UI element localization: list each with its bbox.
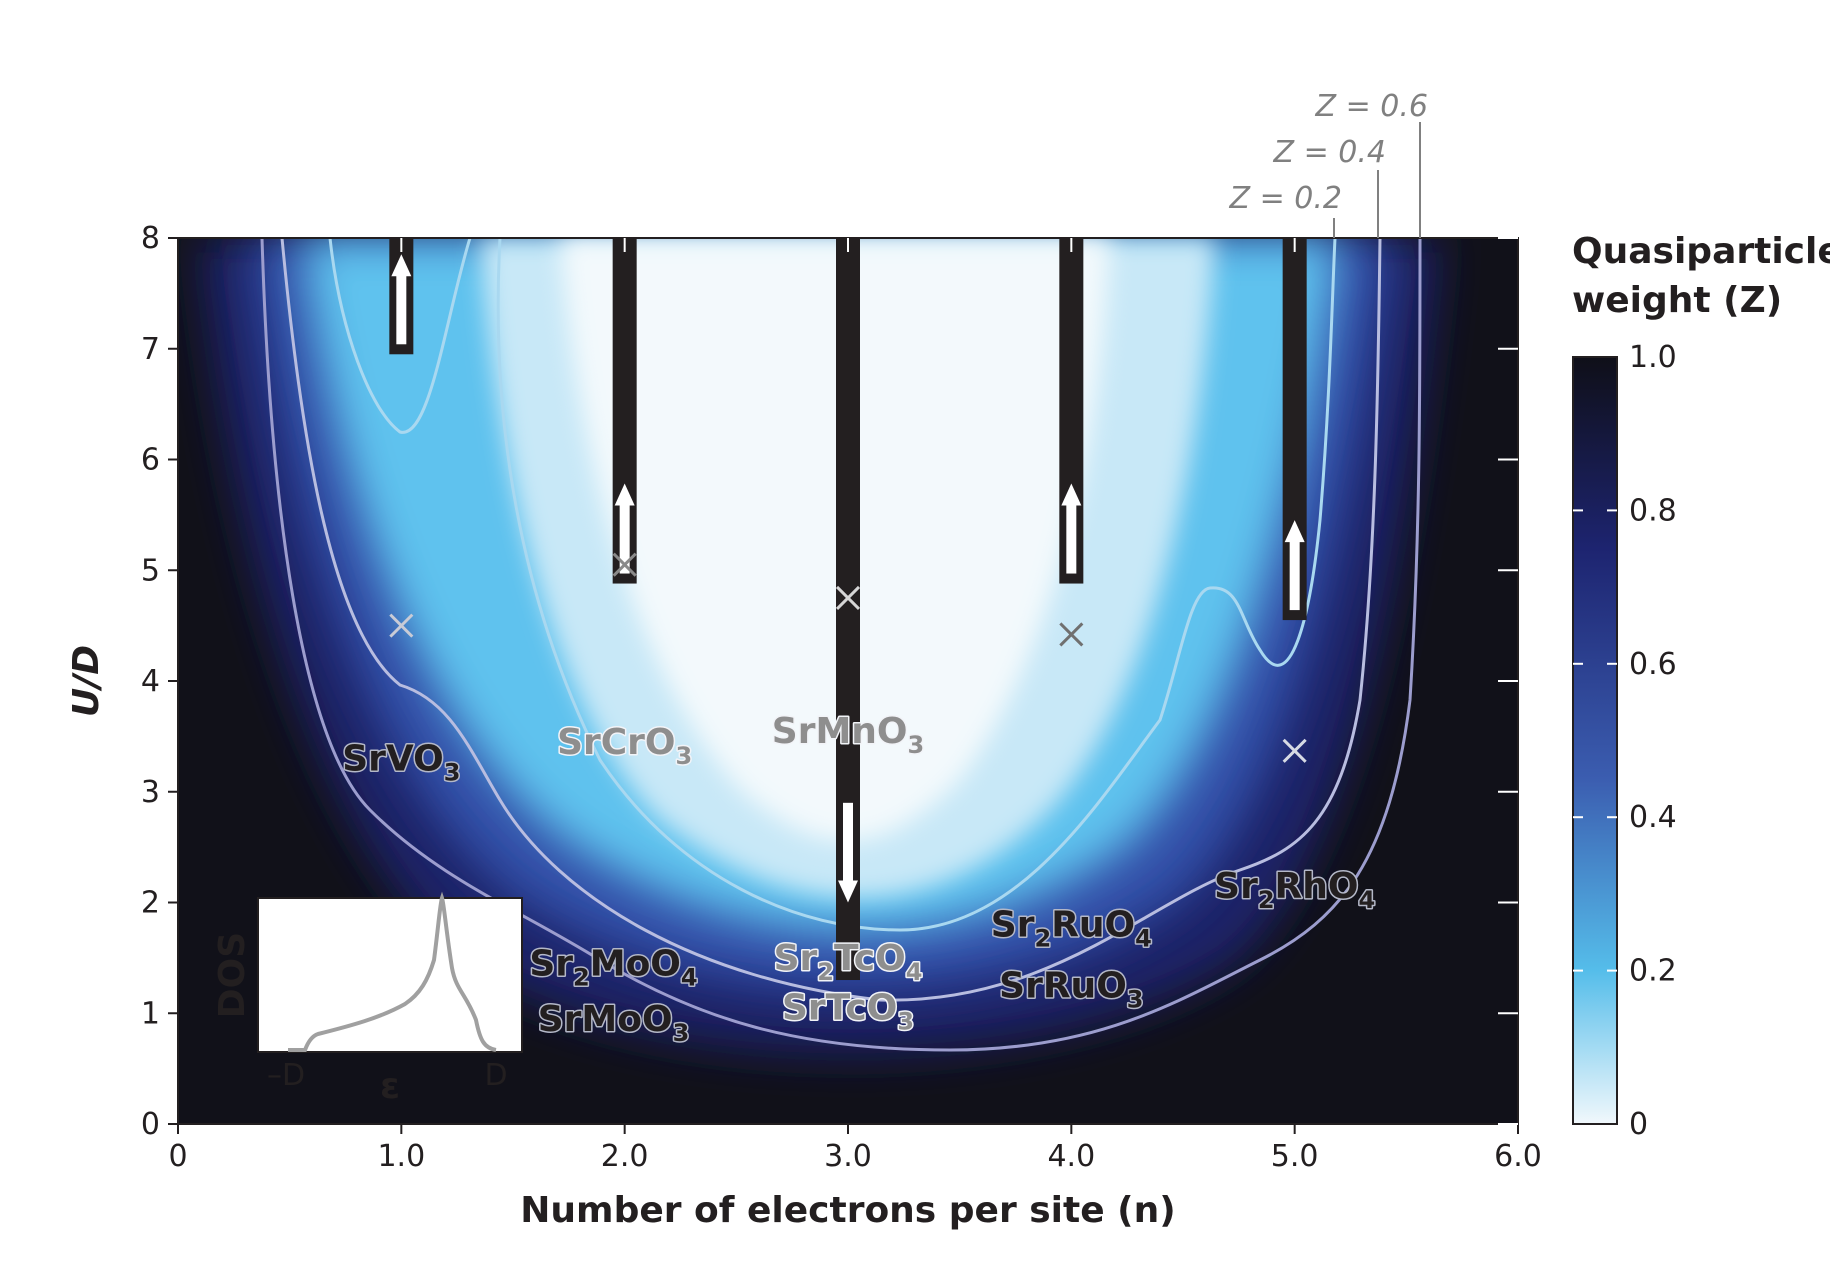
- colorbar-tick-label: 1.0: [1629, 340, 1677, 375]
- y-ticks: 0 1 2 3 4 5 6 7 8: [141, 221, 1518, 1142]
- colorbar: Quasiparticle weight (Z) 0 0.2 0.4 0.6 0.8 1.…: [1572, 231, 1830, 1142]
- material-label-Sr2RuO4: Sr2RuO4: [991, 905, 1152, 953]
- x-marker: [1282, 738, 1307, 763]
- inset-dos-curve: [288, 891, 497, 1052]
- material-label-SrRuO3: SrRuO3: [999, 966, 1143, 1014]
- y-tick-label: 8: [141, 221, 160, 256]
- colorbar-tick-label: 0.6: [1629, 647, 1677, 682]
- colorbar-tick-label: 0: [1629, 1107, 1648, 1142]
- contour-label-z-0.2: Z = 0.2: [1229, 181, 1342, 216]
- contour-label-z-0.6: Z = 0.6: [1315, 89, 1428, 124]
- arrow-up-icon: [614, 483, 635, 506]
- inset-tick-d: D: [484, 1058, 507, 1093]
- y-tick-label: 2: [141, 886, 160, 921]
- x-tick-label: 1.0: [377, 1139, 425, 1174]
- contour-z-0.2: [328, 238, 1337, 932]
- y-tick-label: 0: [141, 1107, 160, 1142]
- y-axis-label: U/D: [66, 645, 107, 717]
- y-tick-label: 7: [141, 332, 160, 367]
- contour-z-0.4: [280, 238, 1382, 1002]
- colorbar-tick-label: 0.4: [1629, 800, 1677, 835]
- x-marker: [835, 585, 861, 610]
- y-tick-label: 5: [141, 553, 160, 588]
- x-marker: [389, 613, 414, 638]
- x-tick-label: 4.0: [1047, 1139, 1095, 1174]
- colorbar-ticks: 0 0.2 0.4 0.6 0.8 1.0: [1573, 340, 1677, 1142]
- materials-layer: SrVO3 SrCrO3 SrMnO3 Sr2MoO4 SrMoO3 Sr2TcO4SrT…: [341, 709, 1377, 1048]
- arrow-up-icon: [391, 254, 412, 277]
- material-label-SrCrO3: SrCrO3: [557, 722, 692, 770]
- arrow-down-icon: [838, 880, 858, 903]
- inset-xlabel: ε: [380, 1066, 400, 1107]
- arrow-up-icon: [1284, 520, 1305, 543]
- colorbar-title-line1: Quasiparticle: [1572, 231, 1830, 272]
- x-axis-label: Number of electrons per site (n): [520, 1190, 1175, 1231]
- contour-z-0.6: [260, 238, 1422, 1052]
- contour-labels: Z = 0.2 Z = 0.4 Z = 0.6: [1229, 89, 1428, 238]
- x-tick-label: 2.0: [601, 1139, 649, 1174]
- markers-layer: [389, 552, 1307, 763]
- arrow-shaft: [1066, 501, 1077, 574]
- material-label-Sr2MoO4: Sr2MoO4: [529, 943, 697, 991]
- y-tick-label: 6: [141, 443, 160, 478]
- y-tick-label: 1: [141, 996, 160, 1031]
- inset-ylabel: DOS: [212, 932, 253, 1018]
- material-label-Sr2RhO4: Sr2RhO4: [1214, 866, 1375, 914]
- x-ticks: 0 1.0 2.0 3.0 4.0 5.0 6.0: [168, 1124, 1542, 1174]
- colorbar-bar: [1572, 356, 1618, 1125]
- x-tick-label: 3.0: [824, 1139, 872, 1174]
- material-label-SrMoO3: SrMoO3: [538, 999, 690, 1047]
- bars-layer: [389, 238, 1307, 981]
- inset-tick-minus-d: –D: [267, 1058, 305, 1093]
- y-tick-label: 4: [141, 664, 160, 699]
- contours: [260, 238, 1422, 1052]
- y-tick-label: 3: [141, 775, 160, 810]
- x-marker: [1059, 622, 1084, 647]
- x-tick-label: 5.0: [1271, 1139, 1319, 1174]
- material-label-Sr2TcO4: Sr2TcO4: [774, 938, 923, 986]
- contour-label-z-0.4: Z = 0.4: [1273, 135, 1386, 170]
- dos-inset: DOS –D D ε: [212, 891, 523, 1107]
- colorbar-tick-label: 0.2: [1629, 954, 1677, 989]
- heatmap-band-white: [560, 238, 1110, 842]
- inset-frame: [257, 897, 523, 1053]
- x-tick-label: 0: [168, 1139, 187, 1174]
- x-marker: [612, 552, 637, 577]
- colorbar-title-line2: weight (Z): [1572, 280, 1782, 321]
- arrow-up-icon: [1061, 483, 1082, 506]
- material-label-SrTcO3: SrTcO3: [782, 988, 914, 1036]
- material-label-SrMnO3: SrMnO3: [772, 711, 924, 759]
- arrow-shaft: [619, 501, 630, 574]
- arrow-shaft: [396, 272, 407, 345]
- arrow-shaft: [843, 802, 853, 883]
- x-tick-label: 6.0: [1494, 1139, 1542, 1174]
- arrow-shaft: [1289, 538, 1300, 611]
- colorbar-tick-label: 0.8: [1629, 493, 1677, 528]
- material-label-SrVO3: SrVO3: [342, 739, 460, 787]
